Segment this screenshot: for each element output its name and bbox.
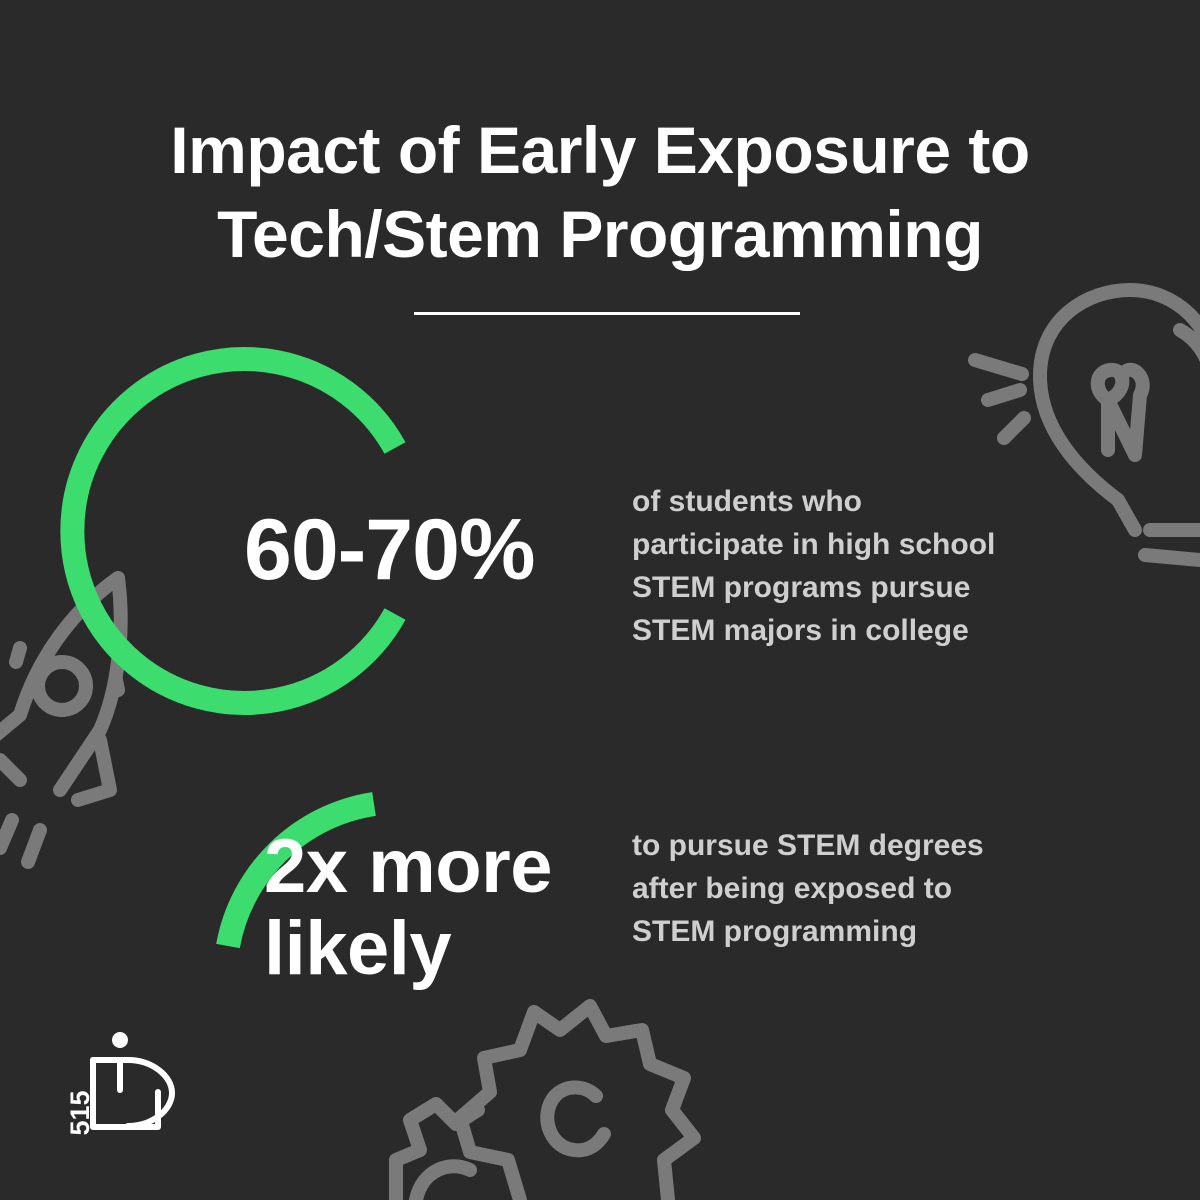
stat-1-description: of students who participate in high scho… (632, 480, 995, 652)
title-divider (414, 312, 800, 315)
logo-number: 515 (65, 1090, 95, 1136)
stat-2-value-line: likely (264, 906, 452, 991)
stat-1-value: 60-70% (244, 502, 535, 598)
stat-2-description-line: to pursue STEM degrees (632, 829, 984, 862)
progress-arc-2 (216, 792, 376, 949)
stat-1-description-line: participate in high school (632, 528, 996, 561)
stat-1-description-line: of students who (632, 485, 862, 518)
title-line-1: Impact of Early Exposure to (170, 113, 1030, 187)
progress-arc-1 (60, 347, 406, 715)
stat-2-description-line: after being exposed to (632, 872, 953, 905)
stat-2-value: 2x more likely (264, 824, 553, 991)
stat-2-description-line: STEM programming (632, 915, 918, 948)
stat-2-description: to pursue STEM degrees after being expos… (632, 824, 984, 953)
lightbulb-icon (968, 283, 1200, 567)
gears-icon (389, 999, 701, 1200)
stat-2-value-line: 2x more (264, 824, 553, 909)
page-title: Impact of Early Exposure to Tech/Stem Pr… (0, 108, 1200, 276)
stat-1-description-line: STEM majors in college (632, 614, 969, 647)
brand-logo-icon (90, 1032, 175, 1130)
stat-1-description-line: STEM programs pursue (632, 571, 971, 604)
title-line-2: Tech/Stem Programming (217, 197, 983, 271)
rocket-icon (0, 571, 128, 869)
